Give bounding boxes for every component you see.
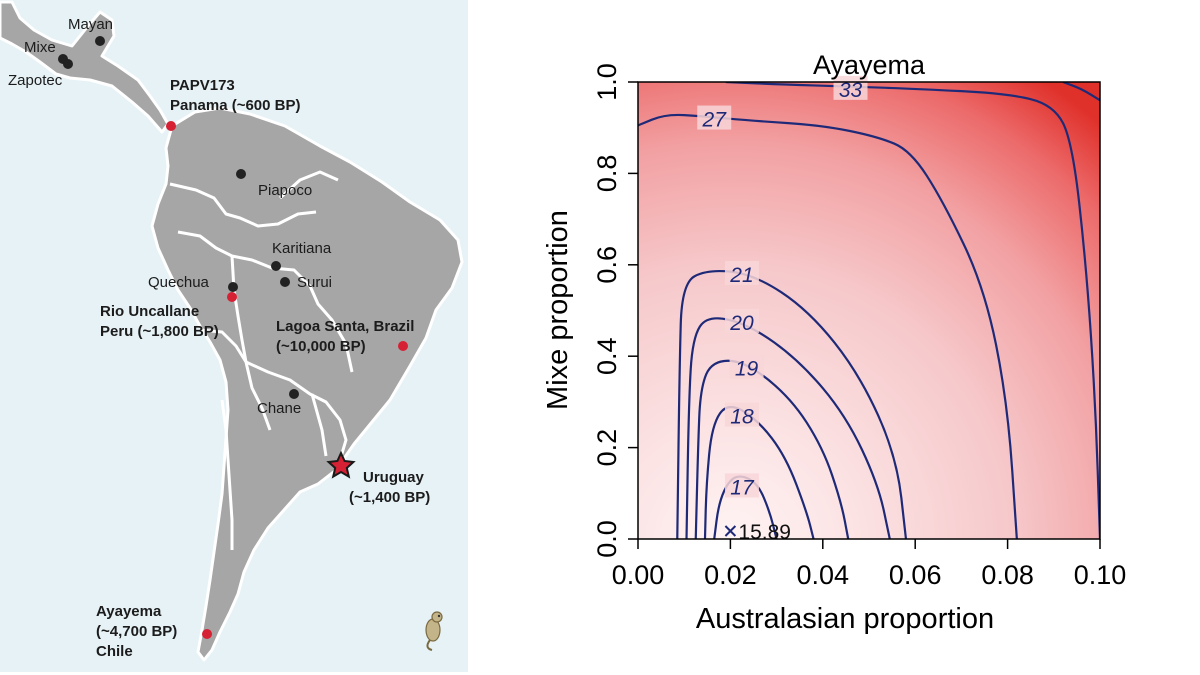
site-papv173-place: Panama (~600 BP) (170, 97, 301, 114)
site-rio-uncallane-place: Peru (~1,800 BP) (100, 323, 219, 340)
site-lagoa-santa-name: Lagoa Santa, Brazil (276, 318, 415, 335)
contour-label-bg (724, 402, 759, 427)
axes: 0.00 0.02 0.04 0.06 0.08 0.10 0.0 0.2 0.4 0.6 0.8 1… (592, 63, 1126, 590)
y-tick-label: 0.2 (592, 429, 622, 467)
contour-label-bg (724, 308, 759, 333)
y-tick-label: 0.4 (592, 337, 622, 375)
minimum-marker-icon (724, 525, 737, 537)
site-surui-label: Surui (297, 274, 333, 291)
site-papv173-marker (166, 121, 176, 131)
site-uruguay-place: (~1,400 BP) (349, 489, 431, 506)
map-panel: Mayan Mixe Zapotec Piapoco Karitiana Sur… (0, 0, 468, 672)
ancient-site-markers (166, 121, 408, 639)
site-ayayema-marker (202, 629, 212, 639)
contour-labels: 17 18 19 20 21 27 33 (697, 75, 868, 499)
site-rio-uncallane-name: Rio Uncallane (100, 303, 200, 320)
site-piapoco-marker (236, 169, 246, 179)
site-karitiana-marker (271, 261, 281, 271)
contour-line-33 (725, 82, 1100, 539)
y-tick-label: 0.0 (592, 520, 622, 558)
contour-chart: 17 18 19 20 21 27 33 15.89 0.00 0.02 0.04 0.06 0.0… (490, 0, 1200, 675)
site-piapoco-label: Piapoco (258, 182, 313, 199)
contour-line-27 (638, 113, 1018, 539)
site-uruguay-label: Uruguay (~1,400 BP) (349, 468, 430, 508)
site-surui-marker (280, 277, 290, 287)
contour-label-20: 20 (729, 312, 754, 335)
plot-frame (637, 81, 1101, 540)
contour-label-bg (697, 105, 732, 130)
contour-label-33: 33 (839, 79, 863, 102)
x-tick-label: 0.08 (981, 560, 1034, 590)
x-tick-label: 0.06 (889, 560, 942, 590)
site-uruguay-name: Uruguay (363, 469, 424, 486)
contour-label-bg (729, 354, 764, 379)
y-tick-label: 0.8 (592, 155, 622, 193)
site-zapotec-label: Zapotec (8, 72, 63, 89)
star-icon (326, 450, 356, 479)
site-papv173-name: PAPV173 (170, 77, 235, 94)
contour-label-bg (724, 473, 759, 498)
y-tick-label: 1.0 (592, 63, 622, 101)
site-mayan-marker (95, 36, 105, 46)
site-ayayema-place: (~4,700 BP) (96, 623, 178, 640)
contour-label-27: 27 (702, 109, 728, 132)
central-america-landmass (0, 0, 170, 134)
site-chane-marker (289, 389, 299, 399)
minimum-value-label: 15.89 (738, 521, 791, 544)
contour-line-19 (694, 359, 850, 539)
y-tick-label: 0.6 (592, 246, 622, 284)
site-ayayema-name: Ayayema (96, 603, 162, 620)
site-ayayema-place2: Chile (96, 643, 133, 660)
x-axis-label: Australasian proportion (696, 603, 994, 635)
site-karitiana-label: Karitiana (272, 240, 332, 257)
contour-label-19: 19 (735, 358, 759, 381)
site-mayan-label: Mayan (68, 16, 114, 33)
site-mixe-label: Mixe (24, 39, 56, 56)
site-lagoa-santa-place: (~10,000 BP) (276, 338, 366, 355)
x-tick-label: 0.02 (704, 560, 757, 590)
site-ayayema-label: Ayayema (~4,700 BP) Chile (96, 602, 177, 662)
modern-site-markers (58, 36, 299, 399)
x-tick-label: 0.04 (797, 560, 850, 590)
south-america-landmass (150, 106, 464, 662)
x-tick-label: 0.00 (612, 560, 665, 590)
site-quechua-marker (228, 282, 238, 292)
y-axis-label: Mixe proportion (542, 210, 574, 410)
site-lagoa-santa-label: Lagoa Santa, Brazil (~10,000 BP) (276, 317, 414, 357)
site-zapotec-marker (63, 59, 73, 69)
site-papv173-label: PAPV173 Panama (~600 BP) (170, 76, 300, 116)
contour-label-17: 17 (730, 476, 755, 499)
contour-label-bg (724, 260, 759, 285)
x-tick-label: 0.10 (1074, 560, 1127, 590)
country-borders (169, 170, 354, 550)
site-rio-uncallane-label: Rio Uncallane Peru (~1,800 BP) (100, 302, 219, 342)
contour-label-bg (833, 75, 868, 100)
contour-label-21: 21 (729, 264, 753, 287)
south-america-map (0, 0, 468, 672)
contour-label-18: 18 (730, 406, 754, 429)
site-rio-uncallane-marker (227, 292, 237, 302)
seahorse-icon (425, 611, 443, 651)
chart-title: Ayayema (813, 50, 926, 80)
site-chane-label: Chane (257, 400, 302, 417)
site-quechua-label: Quechua (148, 274, 209, 291)
site-lagoa-santa-marker (398, 341, 408, 351)
